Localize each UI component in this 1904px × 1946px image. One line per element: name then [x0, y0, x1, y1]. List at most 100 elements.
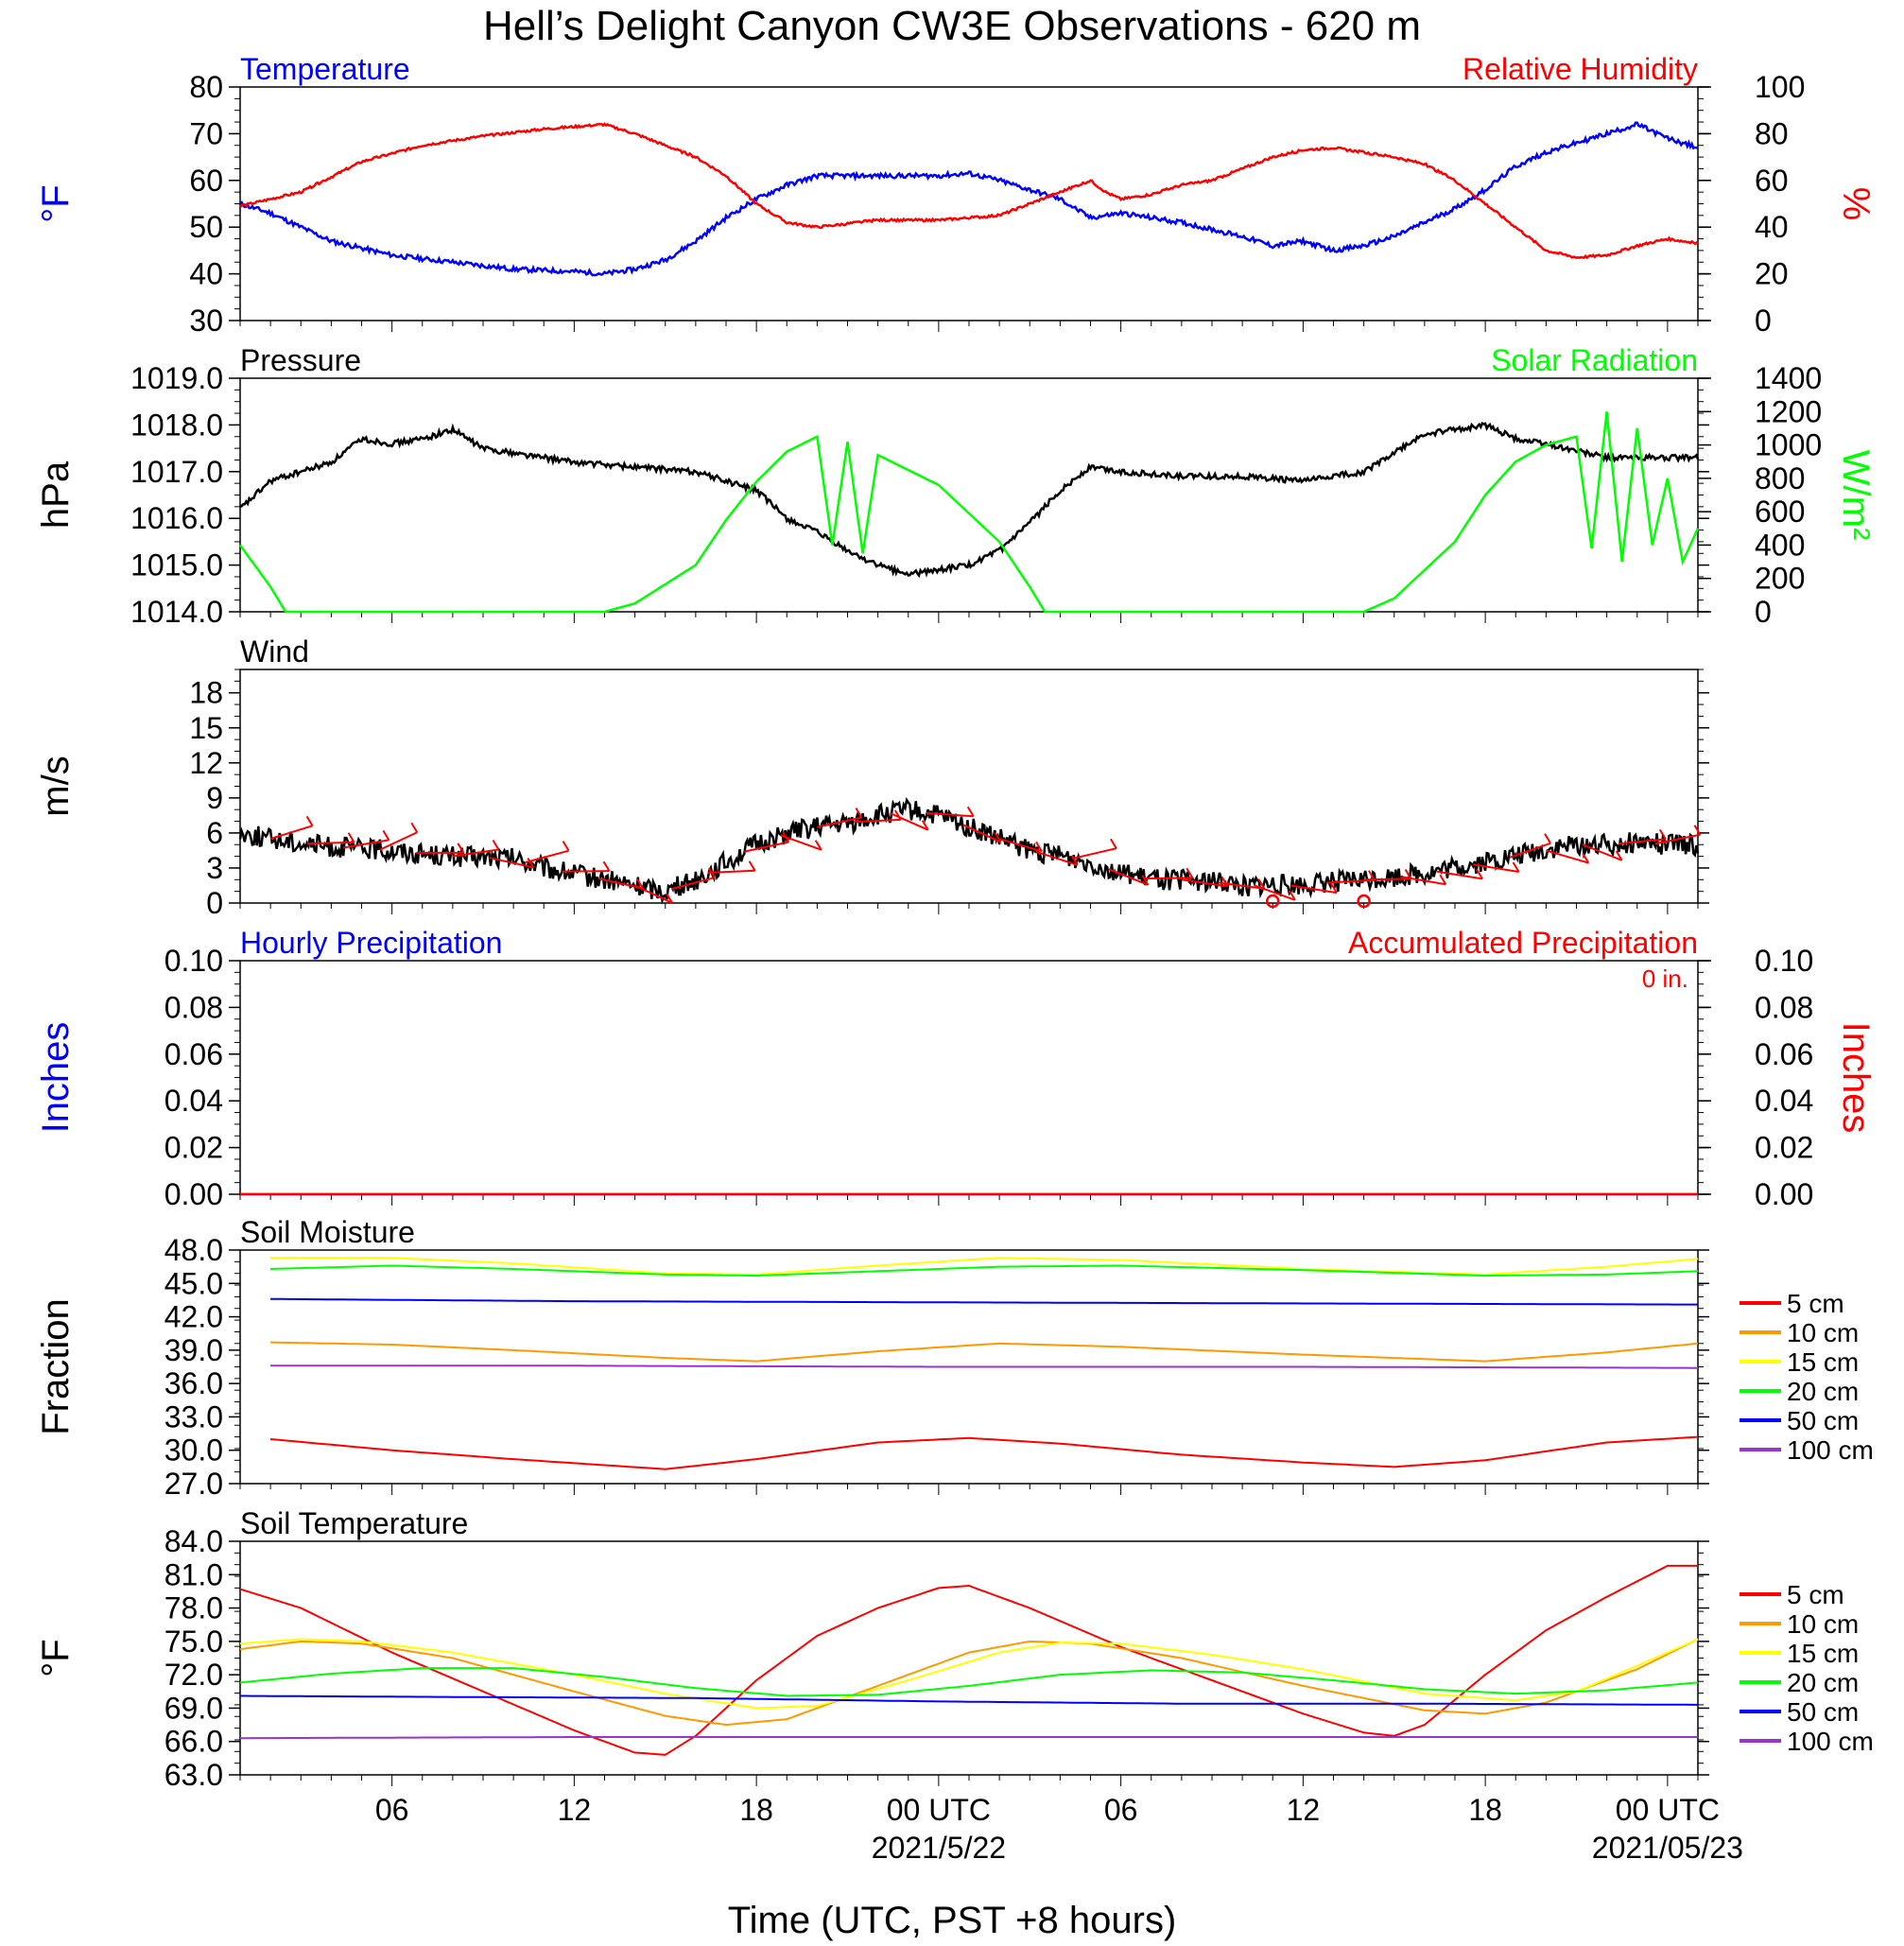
- wind-barb: [1035, 850, 1079, 866]
- legend-label: 15 cm: [1787, 1347, 1859, 1377]
- wind-barb: [562, 870, 610, 873]
- wind-barb: [1363, 877, 1411, 881]
- wind-barb-flag: [1070, 855, 1079, 866]
- wind-barb-flag: [602, 860, 611, 872]
- wind-barb-flag: [855, 808, 863, 819]
- left-tick-label: 75.0: [164, 1625, 223, 1659]
- wind-barb-flag: [1544, 833, 1551, 844]
- wind-barb-flag: [457, 843, 465, 854]
- right-tick-label: 1400: [1755, 361, 1822, 395]
- left-tick-label: 0.06: [164, 1037, 223, 1071]
- wind-barb: [1546, 849, 1589, 864]
- legend-label: 5 cm: [1787, 1580, 1844, 1609]
- panel-pressure_solar: 1014.0 1015.0 1016.0 1017.0 1018.0 1019.0 0200…: [35, 343, 1877, 629]
- wind-barb: [744, 841, 789, 853]
- wind-barb: [1582, 843, 1622, 861]
- wind-barb-flag: [527, 857, 535, 868]
- left-unit-label: Inches: [35, 1022, 77, 1134]
- wind-barb: [780, 834, 822, 851]
- right-tick-label: 0.08: [1755, 990, 1813, 1024]
- x-tick-label: 12: [1287, 1793, 1321, 1827]
- right-tick-label: 100: [1755, 70, 1805, 104]
- wind-barb-flag: [994, 831, 1002, 843]
- wind-barb-flag: [1368, 870, 1376, 881]
- left-unit-label: m/s: [35, 756, 77, 816]
- left-tick-label: 6: [206, 816, 223, 850]
- left-tick-label: 0.08: [164, 990, 223, 1024]
- x-date-label: 2021/5/22: [872, 1831, 1006, 1865]
- wind-barb: [634, 884, 673, 904]
- right-unit-label: Inches: [1835, 1022, 1877, 1134]
- wind-barb-flag: [1615, 850, 1623, 861]
- left-unit-label: Fraction: [35, 1298, 77, 1435]
- series-line-pressure: [239, 421, 1700, 579]
- left-tick-label: 63.0: [164, 1758, 223, 1792]
- wind-barb: [1218, 881, 1265, 890]
- wind-barb: [817, 816, 862, 828]
- panel-left-title: Pressure: [240, 343, 361, 377]
- chart-title: Hell’s Delight Canyon CW3E Observations …: [483, 3, 1421, 49]
- left-tick-label: 18: [189, 676, 223, 710]
- x-date-label: 2021/05/23: [1592, 1831, 1743, 1865]
- left-tick-label: 70: [189, 116, 223, 150]
- series-line-15-cm: [270, 1257, 1699, 1276]
- wind-barb-flag: [921, 820, 929, 831]
- wind-barb-flag: [1141, 875, 1150, 886]
- x-axis-title: Time (UTC, PST +8 hours): [728, 1900, 1177, 1941]
- left-tick-label: 84.0: [164, 1524, 223, 1558]
- x-tick-label: 06: [375, 1793, 409, 1827]
- panel-left-title: Temperature: [240, 52, 410, 86]
- x-tick-label: 18: [739, 1793, 773, 1827]
- right-tick-label: 0.10: [1755, 944, 1813, 978]
- legend-label: 100 cm: [1787, 1435, 1874, 1465]
- series-line-relative-humidity: [239, 122, 1699, 260]
- series-line-15-cm: [239, 1638, 1699, 1710]
- left-tick-label: 1017.0: [130, 455, 223, 489]
- right-tick-label: 0: [1755, 595, 1772, 629]
- wind-barb-flag: [1439, 874, 1447, 885]
- series-line-10-cm: [239, 1638, 1699, 1727]
- right-tick-label: 800: [1755, 461, 1805, 495]
- left-tick-label: 0.00: [164, 1177, 223, 1211]
- wind-barb: [1400, 876, 1446, 886]
- panel-right-title: Accumulated Precipitation: [1348, 926, 1698, 960]
- left-unit-label: °F: [35, 1639, 77, 1677]
- wind-barb-flag: [1257, 878, 1266, 890]
- wind-barb-flag: [562, 841, 570, 852]
- left-tick-label: 50: [189, 210, 223, 244]
- left-tick-label: 0.10: [164, 944, 223, 978]
- panel-right-title: Solar Radiation: [1491, 343, 1698, 377]
- wind-barb: [1071, 847, 1117, 860]
- right-tick-label: 20: [1755, 257, 1789, 291]
- left-tick-label: 39.0: [164, 1333, 223, 1367]
- left-unit-label: °F: [35, 184, 77, 222]
- left-tick-label: 30.0: [164, 1433, 223, 1468]
- legend-label: 50 cm: [1787, 1697, 1859, 1727]
- right-tick-label: 0.00: [1755, 1177, 1813, 1211]
- left-tick-label: 36.0: [164, 1366, 223, 1400]
- wind-barb: [670, 877, 716, 891]
- series-line-20-cm: [239, 1667, 1699, 1697]
- series-line-5-cm: [239, 1564, 1698, 1756]
- left-tick-label: 0.04: [164, 1084, 223, 1118]
- wind-barb-flag: [347, 832, 355, 843]
- wind-barb-flag: [1330, 882, 1338, 894]
- left-tick-label: 1015.0: [130, 548, 223, 582]
- right-tick-label: 200: [1755, 562, 1805, 596]
- wind-barb: [1254, 884, 1296, 901]
- wind-barb-flag: [636, 878, 644, 890]
- panel-left-title: Wind: [240, 634, 309, 669]
- wind-barb: [1618, 838, 1666, 845]
- legend-label: 50 cm: [1787, 1406, 1859, 1435]
- legend-label: 15 cm: [1787, 1639, 1859, 1668]
- legend-label: 20 cm: [1787, 1668, 1859, 1697]
- panel-left-title: Soil Temperature: [240, 1506, 468, 1540]
- series-line-20-cm: [270, 1264, 1699, 1277]
- right-tick-label: 0: [1755, 304, 1772, 338]
- wind-barb-flag: [1658, 828, 1667, 840]
- wind-barb-flag: [1035, 841, 1043, 852]
- left-tick-label: 0: [206, 886, 223, 920]
- left-tick-label: 9: [206, 781, 223, 815]
- left-tick-label: 33.0: [164, 1399, 223, 1433]
